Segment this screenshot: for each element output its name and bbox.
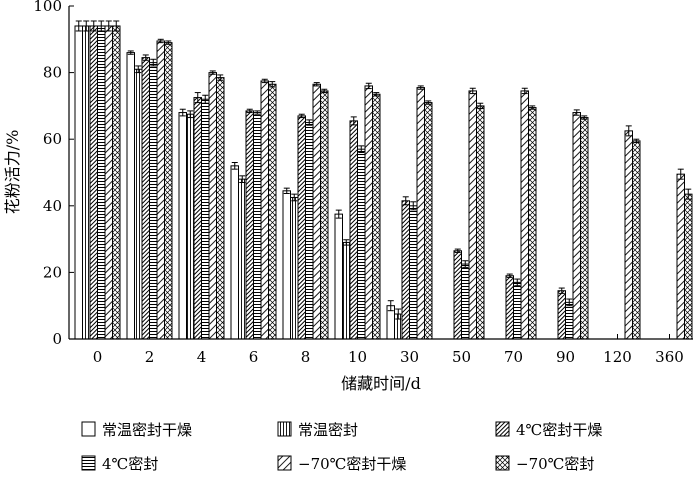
bar [134, 68, 143, 340]
bar [312, 83, 321, 340]
bar [305, 122, 314, 340]
y-tick-label: 40 [43, 197, 62, 215]
bar [372, 93, 381, 340]
y-tick-label: 60 [43, 130, 62, 148]
bar [334, 213, 343, 340]
bar [364, 85, 373, 340]
bar [230, 165, 239, 340]
bar [74, 25, 83, 340]
bar [253, 112, 262, 340]
y-axis-title: 花粉活力/% [3, 130, 22, 215]
bar [572, 112, 581, 340]
bar [557, 290, 566, 340]
bar [342, 241, 351, 340]
bar [580, 117, 589, 340]
bar [297, 115, 306, 340]
y-tick-label: 20 [43, 263, 62, 281]
bar [409, 205, 418, 340]
bar [97, 25, 106, 340]
bar [676, 173, 685, 340]
y-tick-label: 0 [52, 330, 62, 348]
x-tick-label: 120 [603, 348, 632, 366]
bar [528, 107, 537, 340]
bar [357, 148, 366, 340]
bar [461, 263, 470, 340]
bar [164, 42, 173, 340]
bar [565, 301, 574, 340]
bar [104, 25, 113, 340]
legend-swatch [277, 421, 292, 437]
y-tick-label: 80 [43, 64, 62, 82]
bar [268, 83, 277, 340]
bar [513, 281, 522, 340]
y-axis-ticks: 0 20 40 60 80 100 [33, 0, 74, 348]
legend-swatch [495, 455, 510, 471]
bar [468, 90, 477, 340]
legend-label: 常温密封 [298, 421, 358, 439]
bar [82, 25, 91, 340]
bar [149, 62, 158, 340]
x-tick-label: 2 [145, 348, 155, 366]
x-tick-label: 6 [249, 348, 259, 366]
legend-swatch [495, 421, 510, 437]
bar-marks [74, 20, 693, 340]
bar [112, 25, 121, 340]
bar [186, 113, 195, 340]
bar [156, 40, 165, 340]
x-tick-label: 360 [655, 348, 684, 366]
legend-label: −70℃密封干燥 [298, 455, 406, 473]
x-tick-label: 50 [452, 348, 471, 366]
bar [260, 80, 269, 340]
x-axis-ticks: 0 2 4 6 8 10 30 50 70 90 120 360 [93, 334, 684, 366]
bar [89, 25, 98, 340]
bar [201, 98, 210, 340]
bar [424, 102, 433, 340]
x-axis-title: 储藏时间/d [341, 374, 421, 393]
x-tick-label: 0 [93, 348, 103, 366]
bar [632, 140, 641, 340]
bar [282, 190, 291, 340]
bar [320, 90, 329, 340]
legend-swatch [277, 455, 292, 471]
bar [453, 250, 462, 340]
legend-label: 常温密封干燥 [102, 421, 192, 439]
bar [126, 52, 135, 340]
legend-swatch [81, 421, 96, 437]
bar [290, 196, 299, 340]
x-tick-label: 30 [400, 348, 419, 366]
x-tick-label: 4 [197, 348, 207, 366]
bar [238, 178, 247, 340]
legend-swatch [81, 455, 96, 471]
bar [141, 57, 150, 340]
legend: 常温密封干燥 常温密封 4℃密封干燥 4℃密封 −70℃密封干燥 −70℃密封 [81, 421, 602, 473]
bar [520, 90, 529, 340]
bar [684, 193, 693, 340]
y-tick-label: 100 [33, 0, 62, 15]
bar [178, 112, 187, 340]
x-tick-label: 10 [348, 348, 367, 366]
bar [193, 97, 202, 340]
bar [505, 275, 514, 340]
bar [208, 72, 217, 340]
legend-label: 4℃密封 [102, 455, 158, 473]
legend-label: 4℃密封干燥 [516, 421, 602, 439]
x-tick-label: 70 [504, 348, 523, 366]
legend-label: −70℃密封 [516, 455, 594, 473]
x-tick-label: 8 [301, 348, 311, 366]
bar [349, 120, 358, 340]
x-tick-label: 90 [556, 348, 575, 366]
bar [416, 87, 425, 340]
bar [245, 110, 254, 340]
bar [624, 130, 633, 340]
bar [476, 105, 485, 340]
bar [401, 200, 410, 340]
bar [216, 77, 225, 340]
